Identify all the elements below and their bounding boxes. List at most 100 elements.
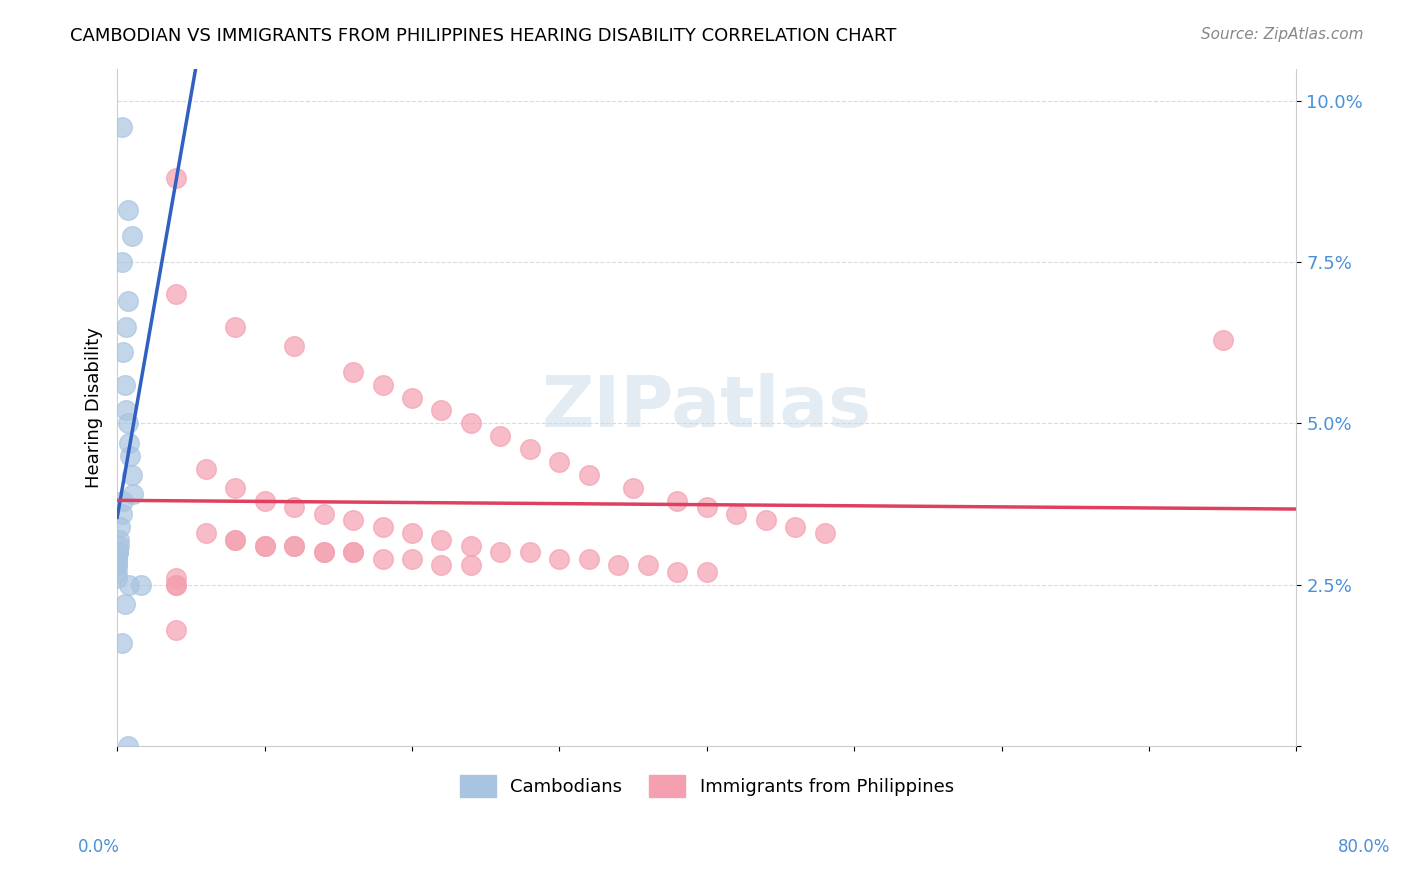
Point xyxy=(637,558,659,573)
Point xyxy=(105,571,128,585)
Point xyxy=(117,417,139,431)
Point xyxy=(114,597,136,611)
Point xyxy=(253,539,276,553)
Point xyxy=(110,120,132,134)
Text: 0.0%: 0.0% xyxy=(77,838,120,856)
Point xyxy=(342,545,364,559)
Point xyxy=(115,319,138,334)
Point xyxy=(578,552,600,566)
Point xyxy=(107,545,129,559)
Point xyxy=(430,533,453,547)
Point xyxy=(118,435,141,450)
Point xyxy=(110,507,132,521)
Point xyxy=(122,487,145,501)
Point xyxy=(489,545,512,559)
Point xyxy=(118,577,141,591)
Point xyxy=(283,500,305,515)
Point xyxy=(120,449,142,463)
Point xyxy=(224,533,246,547)
Point xyxy=(224,481,246,495)
Point xyxy=(519,545,541,559)
Point xyxy=(110,255,132,269)
Point xyxy=(283,339,305,353)
Point xyxy=(430,558,453,573)
Point xyxy=(107,533,129,547)
Point xyxy=(112,493,135,508)
Point xyxy=(165,577,187,591)
Point xyxy=(117,739,139,753)
Point xyxy=(114,377,136,392)
Point xyxy=(460,558,482,573)
Point xyxy=(105,565,128,579)
Point xyxy=(194,526,217,541)
Y-axis label: Hearing Disability: Hearing Disability xyxy=(86,326,103,488)
Point xyxy=(110,636,132,650)
Point xyxy=(401,391,423,405)
Point xyxy=(105,552,128,566)
Point xyxy=(105,558,128,573)
Point xyxy=(105,552,128,566)
Point xyxy=(117,203,139,218)
Point xyxy=(755,513,778,527)
Text: ZIPatlas: ZIPatlas xyxy=(541,373,872,442)
Point xyxy=(696,565,718,579)
Point xyxy=(342,365,364,379)
Text: 80.0%: 80.0% xyxy=(1337,838,1391,856)
Point xyxy=(548,455,571,469)
Point xyxy=(312,545,335,559)
Point xyxy=(165,571,187,585)
Point xyxy=(117,293,139,308)
Point xyxy=(401,552,423,566)
Point xyxy=(578,468,600,483)
Point xyxy=(194,461,217,475)
Point xyxy=(460,539,482,553)
Text: Source: ZipAtlas.com: Source: ZipAtlas.com xyxy=(1201,27,1364,42)
Point xyxy=(165,171,187,186)
Point xyxy=(371,519,394,533)
Point xyxy=(105,558,128,573)
Point xyxy=(224,319,246,334)
Point xyxy=(121,229,143,244)
Point xyxy=(107,539,129,553)
Point xyxy=(115,403,138,417)
Point xyxy=(621,481,644,495)
Point xyxy=(371,377,394,392)
Point xyxy=(607,558,630,573)
Point xyxy=(165,577,187,591)
Point xyxy=(107,545,129,559)
Point xyxy=(107,552,129,566)
Point xyxy=(253,539,276,553)
Point xyxy=(312,545,335,559)
Point xyxy=(342,545,364,559)
Point xyxy=(519,442,541,457)
Point xyxy=(129,577,152,591)
Point xyxy=(224,533,246,547)
Point xyxy=(165,287,187,301)
Text: CAMBODIAN VS IMMIGRANTS FROM PHILIPPINES HEARING DISABILITY CORRELATION CHART: CAMBODIAN VS IMMIGRANTS FROM PHILIPPINES… xyxy=(70,27,897,45)
Point xyxy=(342,513,364,527)
Point xyxy=(108,519,131,533)
Point xyxy=(283,539,305,553)
Point xyxy=(371,552,394,566)
Point xyxy=(666,493,689,508)
Point xyxy=(165,623,187,637)
Point xyxy=(489,429,512,443)
Point xyxy=(725,507,748,521)
Point xyxy=(696,500,718,515)
Point xyxy=(430,403,453,417)
Point xyxy=(1212,333,1234,347)
Point xyxy=(312,507,335,521)
Point xyxy=(105,552,128,566)
Point xyxy=(283,539,305,553)
Point xyxy=(253,493,276,508)
Point xyxy=(814,526,837,541)
Point xyxy=(666,565,689,579)
Point xyxy=(785,519,807,533)
Legend: Cambodians, Immigrants from Philippines: Cambodians, Immigrants from Philippines xyxy=(453,768,962,805)
Point xyxy=(121,468,143,483)
Point xyxy=(460,417,482,431)
Point xyxy=(548,552,571,566)
Point xyxy=(112,345,135,359)
Point xyxy=(401,526,423,541)
Point xyxy=(107,545,129,559)
